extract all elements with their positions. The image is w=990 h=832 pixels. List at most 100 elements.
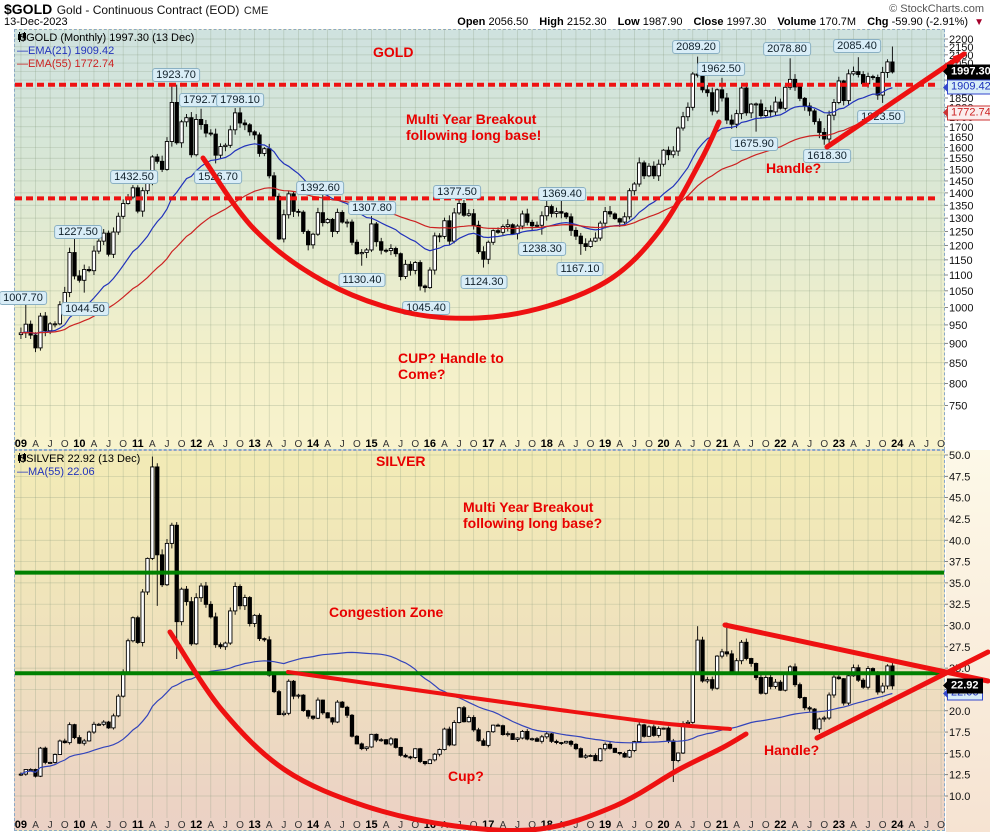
gold-candle <box>505 224 510 228</box>
silver-x-tick: J <box>106 820 111 831</box>
gold-y-tick: 2150 <box>949 42 973 54</box>
silver-x-tick: A <box>500 820 507 831</box>
silver-candle <box>583 755 588 758</box>
silver-y-tick: 22.5 <box>949 684 970 696</box>
gold-candle <box>408 263 413 271</box>
silver-x-tick: J <box>281 820 286 831</box>
low-value: 1987.90 <box>642 16 683 28</box>
gold-x-tick: 12 <box>190 438 202 450</box>
silver-candle <box>432 753 437 761</box>
silver-x-tick: J <box>924 820 929 831</box>
silver-candle <box>607 743 613 749</box>
silver-x-tick: J <box>690 820 695 831</box>
gold-candle <box>52 323 58 326</box>
copyright-link[interactable]: © StockCharts.com <box>889 3 984 15</box>
silver-x-tick: 18 <box>541 819 553 831</box>
silver-x-tick: J <box>573 820 578 831</box>
gold-candle <box>710 92 715 112</box>
gold-candle <box>422 285 428 289</box>
open-label: Open <box>457 16 486 28</box>
silver-candle <box>213 616 218 646</box>
gold-x-tick: A <box>324 439 331 450</box>
gold-candle <box>861 74 866 85</box>
gold-candle <box>588 240 593 247</box>
gold-candle <box>744 87 749 114</box>
silver-y-tick: 10.0 <box>949 791 970 803</box>
gold-x-tick: 17 <box>482 438 494 450</box>
gold-x-tick: O <box>178 439 186 450</box>
silver-x-tick: O <box>61 820 69 831</box>
gold-x-tick: J <box>340 439 345 450</box>
gold-candle <box>447 220 452 242</box>
gold-candle <box>281 214 286 240</box>
silver-x-tick: A <box>324 820 331 831</box>
silver-x-tick: O <box>528 820 536 831</box>
symbol: $GOLD <box>4 1 53 17</box>
silver-candle <box>593 755 598 762</box>
silver-candle <box>515 737 520 740</box>
silver-candle <box>208 603 213 618</box>
silver-candle <box>232 586 238 612</box>
silver-candle <box>198 585 204 599</box>
gold-x-tick: A <box>149 439 156 450</box>
gold-x-tick: 23 <box>833 438 845 450</box>
gold-candle <box>145 183 150 192</box>
silver-y-tick: 27.5 <box>949 642 970 654</box>
gold-candle <box>529 221 535 227</box>
silver-x-tick: A <box>675 820 682 831</box>
silver-candle <box>101 721 106 725</box>
gold-candle <box>739 87 744 115</box>
silver-candle <box>661 727 666 730</box>
silver-candle <box>52 754 58 763</box>
silver-candle <box>417 748 423 762</box>
silver-x-tick: A <box>266 820 273 831</box>
gold-candle <box>856 71 861 75</box>
gold-candle <box>72 252 77 277</box>
gold-candle <box>627 190 632 218</box>
silver-x-tick: A <box>909 820 916 831</box>
silver-candle <box>125 640 131 673</box>
gold-x-tick: O <box>353 439 361 450</box>
down-triangle-icon: ▼ <box>974 17 984 28</box>
silver-candle <box>135 617 140 643</box>
gold-candle <box>354 241 360 255</box>
silver-candle <box>773 681 778 687</box>
gold-candle <box>340 211 345 223</box>
silver-candle <box>676 752 681 761</box>
gold-candle <box>520 213 525 227</box>
silver-x-tick: O <box>353 820 361 831</box>
silver-candle <box>476 729 481 742</box>
silver-x-tick: 11 <box>132 819 144 831</box>
silver-candle <box>140 591 145 643</box>
silver-candle <box>831 676 837 696</box>
gold-candle <box>213 133 218 156</box>
gold-candle <box>325 218 330 224</box>
silver-candle <box>564 740 569 744</box>
gold-candle <box>432 235 437 271</box>
gold-candle <box>111 231 116 255</box>
gold-candle <box>705 89 710 94</box>
gold-candle <box>252 131 257 136</box>
gold-y-tick: 1150 <box>949 255 973 267</box>
gold-candle <box>564 212 569 218</box>
gold-candle <box>155 156 160 162</box>
gold-candle <box>62 292 67 306</box>
gold-candle <box>554 211 559 214</box>
gold-candle <box>335 211 340 232</box>
gold-y-tick: 1450 <box>949 176 973 188</box>
silver-candle <box>28 769 33 771</box>
gold-x-tick: O <box>528 439 536 450</box>
silver-candle <box>656 728 661 736</box>
gold-ma-line <box>20 112 893 334</box>
gold-x-tick: 16 <box>424 438 436 450</box>
gold-y-tick: 750 <box>949 400 967 412</box>
gold-candle <box>437 235 442 238</box>
silver-candle <box>252 614 257 624</box>
silver-x-tick: 14 <box>307 819 320 831</box>
silver-candle <box>505 733 510 736</box>
silver-x-tick: 20 <box>657 819 669 831</box>
gold-candle <box>344 221 350 224</box>
silver-candle <box>57 740 63 755</box>
silver-candle <box>393 738 398 748</box>
gold-candle <box>169 101 175 142</box>
